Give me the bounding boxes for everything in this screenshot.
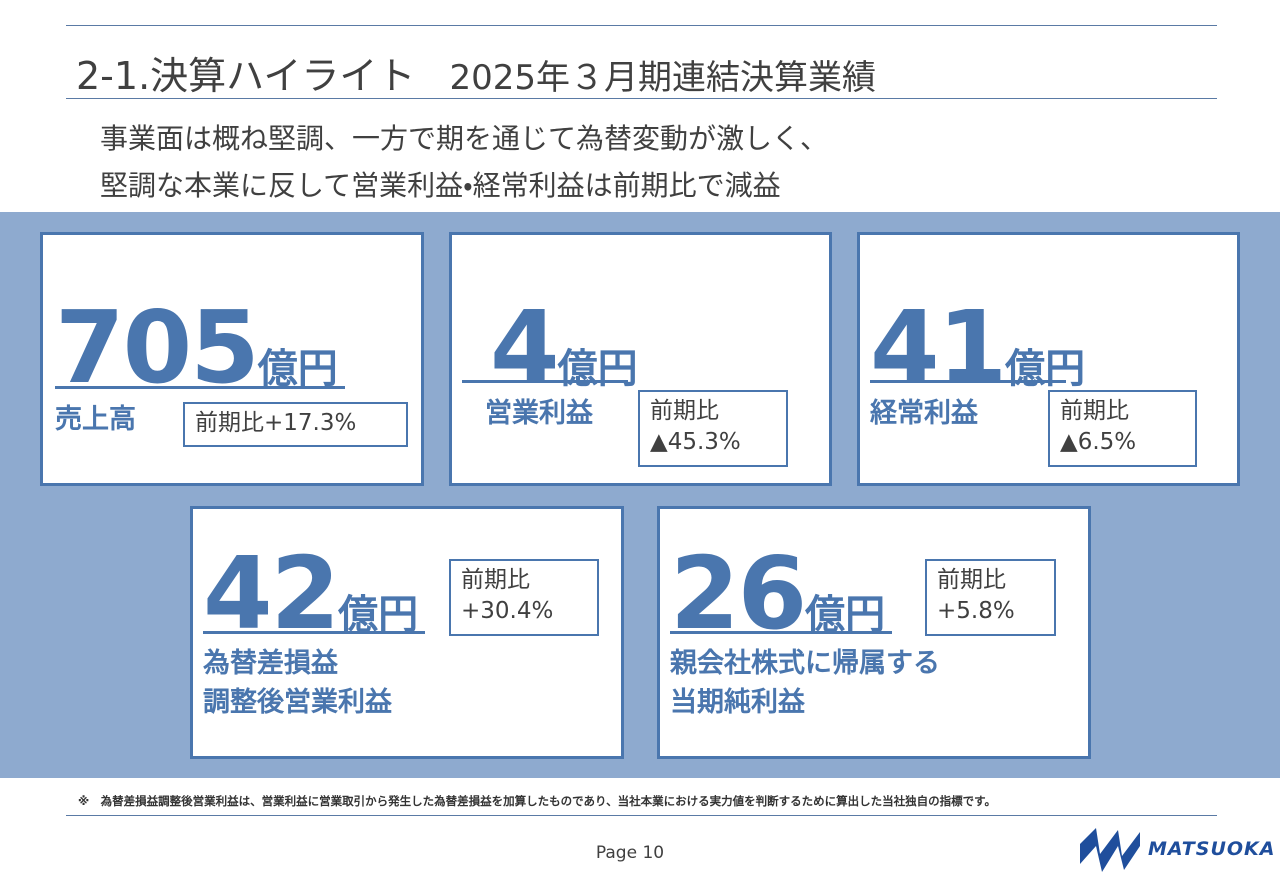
label-line: 調整後営業利益 xyxy=(203,687,392,718)
card xyxy=(40,232,424,486)
card-value: 26億円 xyxy=(670,544,885,644)
value: 4 xyxy=(490,289,560,406)
unit: 億円 xyxy=(257,346,338,392)
compare-value: +5.8% xyxy=(937,598,1015,624)
lead: 事業面は概ね堅調、一方で期を通じて為替変動が激しく、 堅調な本業に反して営業利益… xyxy=(100,115,828,209)
label-line: 営業利益 xyxy=(485,398,593,429)
card-label: 親会社株式に帰属する 当期純利益 xyxy=(670,644,940,722)
compare-box: 前期比 +30.4% xyxy=(449,559,599,636)
title-row: 2-1.決算ハイライト 2025年３月期連結決算業績 xyxy=(76,45,876,100)
underline xyxy=(462,380,628,383)
subtitle: 2025年３月期連結決算業績 xyxy=(449,58,877,98)
label-line: 為替差損益 xyxy=(203,648,338,679)
underline xyxy=(870,380,1066,383)
lead-line: 事業面は概ね堅調、一方で期を通じて為替変動が激しく、 xyxy=(100,122,829,155)
logo-text: MATSUOKA xyxy=(1148,838,1276,860)
underline xyxy=(55,386,345,389)
compare-label: 前期比 xyxy=(937,567,1006,593)
card-label: 為替差損益調整後営業利益 xyxy=(203,644,392,722)
card-label: 営業利益 xyxy=(485,394,593,433)
card-value: 42億円 xyxy=(203,544,418,644)
label-line: 当期純利益 xyxy=(670,687,805,718)
unit: 億円 xyxy=(1005,346,1086,392)
compare-value: ▲6.5% xyxy=(1060,429,1137,455)
compare-value: +30.4% xyxy=(461,598,554,624)
compare-box: 前期比 ▲45.3% xyxy=(638,390,788,467)
footnote: ※ 為替差損益調整後営業利益は、営業利益に営業取引から発生した為替差損益を加算し… xyxy=(78,794,996,808)
card xyxy=(449,232,832,486)
compare-box: 前期比 ▲6.5% xyxy=(1048,390,1197,467)
unit: 億円 xyxy=(338,592,419,638)
compare-box: 前期比 +5.8% xyxy=(925,559,1056,636)
card-label: 経常利益 xyxy=(870,394,978,433)
compare-value: ▲45.3% xyxy=(650,429,741,455)
value: 705 xyxy=(55,289,260,406)
value: 41 xyxy=(870,289,1007,406)
unit: 億円 xyxy=(557,346,638,392)
compare-label: 前期比 xyxy=(195,410,264,436)
compare-label: 前期比 xyxy=(461,567,530,593)
title-rule xyxy=(66,98,1217,99)
card-value: 4億円 xyxy=(490,298,638,398)
underline xyxy=(203,631,425,634)
unit: 億円 xyxy=(805,592,886,638)
compare-value: +17.3% xyxy=(264,410,357,436)
value: 26 xyxy=(670,535,807,652)
card-label: 売上高 xyxy=(55,400,136,439)
logo-mark xyxy=(1080,828,1140,872)
compare-label: 前期比 xyxy=(650,398,719,424)
compare-label: 前期比 xyxy=(1060,398,1129,424)
card-value: 705億円 xyxy=(55,298,338,398)
label-line: 経常利益 xyxy=(870,398,978,429)
value: 42 xyxy=(203,535,340,652)
label-line: 売上高 xyxy=(55,404,136,435)
page-number: Page 10 xyxy=(595,843,665,863)
underline xyxy=(670,631,892,634)
bottom-rule xyxy=(66,815,1217,816)
card-value: 41億円 xyxy=(870,298,1085,398)
lead-line: 堅調な本業に反して営業利益・経常利益は前期比で減益 xyxy=(100,169,781,202)
label-line: 親会社株式に帰属する xyxy=(670,648,940,679)
title: 2-1.決算ハイライト xyxy=(76,54,416,98)
compare-box: 前期比+17.3% xyxy=(183,402,408,447)
top-rule xyxy=(66,25,1217,26)
